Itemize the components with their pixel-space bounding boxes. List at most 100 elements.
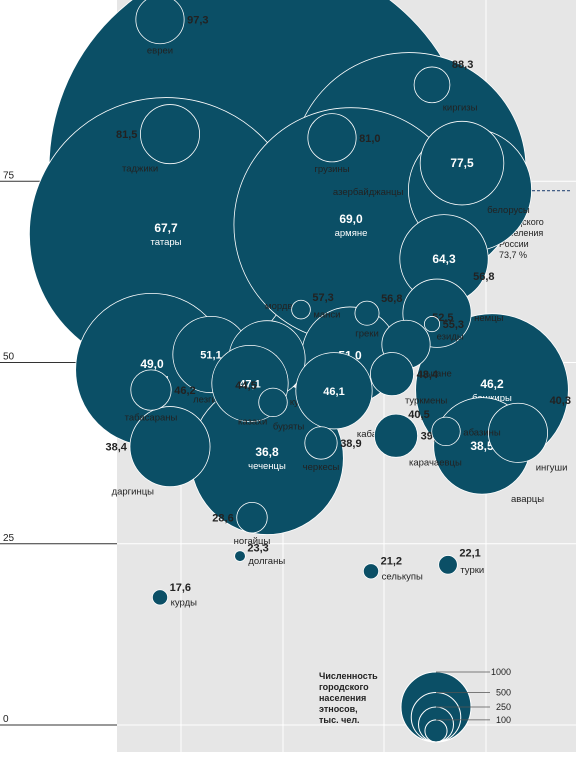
- bubble: [419, 120, 505, 206]
- bubble-value-label: 56,8: [473, 271, 494, 283]
- size-legend-title: городского: [319, 682, 369, 692]
- bubble-name-label: азербайджанцы: [333, 187, 404, 198]
- size-legend-title: населения: [319, 693, 366, 703]
- bubble-value-label: 21,2: [381, 556, 402, 568]
- bubble: [129, 406, 211, 488]
- bubble: [151, 589, 169, 606]
- bubble-name-label: туркмены: [405, 396, 448, 407]
- bubble-name-label: лезгины: [193, 395, 229, 406]
- bubble-name-label: карачаевцы: [409, 457, 462, 468]
- bubble: [362, 563, 380, 580]
- bubble-value-label: 38,5: [470, 439, 494, 453]
- bubble-value-label: 47,1: [239, 379, 260, 391]
- bubble-name-label: манси: [313, 310, 340, 321]
- bubble-value-label: 38,9: [340, 438, 361, 450]
- bubble-value-label: 36,8: [255, 445, 279, 459]
- bubble-value-label: 46,1: [323, 386, 344, 398]
- bubble-name-label: курды: [171, 597, 198, 608]
- bubble-name-label: черкесы: [303, 462, 340, 473]
- bubble: [295, 352, 373, 430]
- bubble-value-label: 22,1: [459, 547, 480, 559]
- bubble: [369, 352, 414, 397]
- y-tick-label: 0: [3, 714, 9, 725]
- bubble-value-label: 88,3: [452, 59, 473, 71]
- bubble-value-label: 64,3: [432, 252, 456, 266]
- bubble-value-label: 55,3: [443, 319, 464, 331]
- reference-line-label: населения: [499, 228, 543, 238]
- bubble-value-label: 46,2: [174, 385, 195, 397]
- bubble: [291, 299, 311, 320]
- bubble-name-label: казахи: [238, 417, 267, 428]
- bubble-value-label: 51,1: [200, 350, 221, 362]
- y-tick-label: 50: [3, 352, 15, 363]
- bubble: [307, 113, 357, 163]
- bubble-name-label: татары: [151, 237, 182, 248]
- size-legend-value: 500: [496, 688, 511, 698]
- bubble-name-label: аварцы: [511, 494, 544, 505]
- bubble-name-label: немцы: [474, 313, 504, 324]
- bubble-value-label: 44,5: [235, 380, 256, 392]
- size-legend-title: тыс. чел.: [319, 715, 360, 725]
- bubble-name-label: чеченцы: [248, 461, 286, 472]
- bubble-name-label: мордва: [265, 301, 298, 312]
- size-legend-title: Численность: [319, 671, 378, 681]
- bubble-name-label: таджики: [122, 164, 158, 175]
- bubble: [140, 104, 200, 165]
- bubble: [423, 316, 441, 333]
- bubble-value-label: 49,0: [140, 357, 164, 371]
- bubble-value-label: 69,0: [339, 212, 363, 226]
- bubble: [431, 416, 461, 447]
- bubble-name-label: долганы: [248, 556, 285, 567]
- bubble-name-label: езиды: [437, 332, 464, 343]
- bubble-value-label: 67,7: [154, 221, 178, 235]
- bubble: [438, 555, 458, 575]
- bubble-name-label: буряты: [273, 422, 305, 433]
- bubble-value-label: 38,4: [106, 442, 128, 454]
- bubble-name-label: цыгане: [420, 369, 451, 380]
- y-tick-label: 25: [3, 533, 15, 544]
- reference-line-label: 73,7 %: [499, 250, 527, 260]
- bubble: [373, 413, 418, 458]
- bubble-name-label: евреи: [147, 46, 173, 57]
- bubble-value-label: 81,5: [116, 129, 137, 141]
- bubble-value-label: 56,8: [381, 293, 402, 305]
- bubble-name-label: грузины: [314, 164, 349, 175]
- reference-line-label: России: [499, 239, 529, 249]
- size-legend-value: 1000: [491, 667, 511, 677]
- bubble-name-label: турки: [460, 565, 484, 576]
- bubble: [258, 387, 288, 418]
- bubble-value-label: 23,3: [247, 543, 268, 555]
- bubble: [234, 550, 246, 562]
- bubble-value-label: 81,0: [359, 133, 380, 145]
- bubble-value-label: 57,3: [312, 292, 333, 304]
- bubble: [130, 369, 172, 411]
- bubble-name-label: белорусы: [487, 205, 530, 216]
- bubble-name-label: абазины: [463, 427, 501, 438]
- bubble-value-label: 40,5: [408, 409, 429, 421]
- bubble-value-label: 28,6: [212, 513, 233, 525]
- bubble-value-label: 40,3: [550, 395, 571, 407]
- bubble-value-label: 48,4: [417, 369, 439, 381]
- size-legend-title: этносов,: [319, 704, 358, 714]
- bubble: [354, 300, 380, 326]
- bubble: [304, 426, 338, 460]
- size-legend-value: 250: [496, 702, 511, 712]
- bubble-name-label: армяне: [335, 228, 368, 239]
- y-tick-label: 75: [3, 170, 15, 181]
- bubble-name-label: табасараны: [125, 412, 178, 423]
- bubble-name-label: киргизы: [443, 103, 478, 114]
- bubble: [236, 501, 268, 534]
- bubble: [135, 0, 185, 45]
- size-legend-value: 100: [496, 715, 511, 725]
- bubble-name-label: даргинцы: [112, 487, 155, 498]
- bubble-name-label: ногайцы: [234, 536, 271, 547]
- bubble-name-label: селькупы: [382, 571, 423, 582]
- bubble-name-label: ингуши: [536, 462, 568, 473]
- bubble-value-label: 17,6: [170, 582, 191, 594]
- bubble-name-label: греки: [355, 328, 379, 339]
- bubble-value-label: 77,5: [450, 156, 474, 170]
- bubble: [488, 402, 548, 463]
- bubble-value-label: 46,2: [480, 377, 504, 391]
